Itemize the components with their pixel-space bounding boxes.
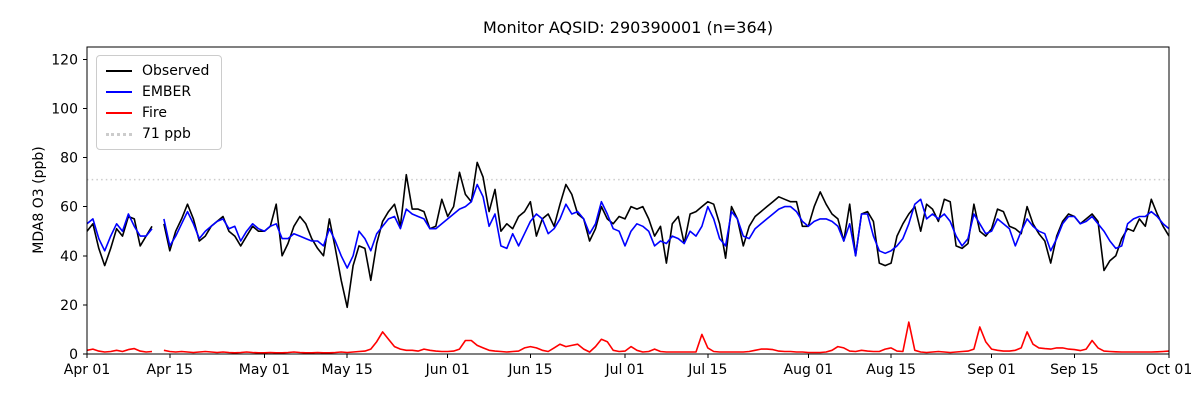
y-tick-label: 60 [60, 200, 78, 216]
legend-item-ember: EMBER [106, 84, 209, 100]
x-tick-label: Apr 15 [147, 362, 193, 378]
legend-label-observed: Observed [142, 63, 210, 79]
ember-line-swatch [106, 91, 132, 93]
x-tick-label: Apr 01 [64, 362, 110, 378]
x-tick-label: Oct 01 [1146, 362, 1192, 378]
x-tick-label: Jun 01 [425, 362, 470, 378]
y-tick-label: 0 [69, 347, 78, 363]
legend-label-fire: Fire [142, 105, 167, 121]
legend: Observed EMBER Fire 71 ppb [96, 55, 223, 150]
legend-label-ember: EMBER [142, 84, 192, 100]
fire-line-swatch [106, 112, 132, 114]
legend-item-threshold: 71 ppb [106, 126, 209, 142]
y-tick-label: 20 [60, 298, 78, 314]
x-tick-label: Sep 01 [967, 362, 1016, 378]
fire-series-line [86, 321, 1170, 354]
legend-item-fire: Fire [106, 105, 209, 121]
x-tick-label: Aug 01 [784, 362, 834, 378]
x-tick-label: May 01 [239, 362, 290, 378]
observed-series-line [86, 161, 1170, 309]
x-tick-label: Sep 15 [1050, 362, 1099, 378]
observed-line-swatch [106, 70, 132, 72]
chart-title: Monitor AQSID: 290390001 (n=364) [482, 18, 774, 37]
y-tick-label: 100 [51, 101, 78, 117]
y-tick-label: 40 [60, 249, 78, 265]
x-tick-label: Aug 15 [866, 362, 916, 378]
legend-item-observed: Observed [106, 63, 209, 79]
threshold-line-swatch [106, 132, 132, 136]
legend-label-threshold: 71 ppb [142, 126, 191, 142]
y-axis-label: MDA8 O3 (ppb) [31, 146, 47, 254]
x-tick-label: May 15 [322, 362, 373, 378]
x-tick-label: Jul 01 [604, 362, 644, 378]
axes-frame [86, 46, 1170, 355]
x-tick-label: Jun 15 [507, 362, 552, 378]
x-tick-label: Jul 15 [687, 362, 727, 378]
y-tick-label: 80 [60, 151, 78, 167]
ember-series-line [86, 183, 1170, 269]
y-tick-label: 120 [51, 52, 78, 68]
